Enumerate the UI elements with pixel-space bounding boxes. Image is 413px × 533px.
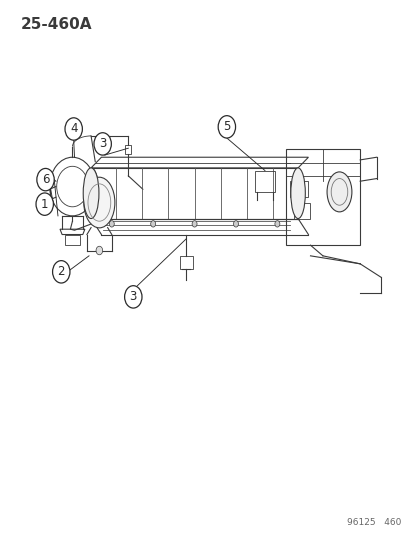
Text: 3: 3 — [129, 290, 137, 303]
Circle shape — [150, 221, 155, 227]
Circle shape — [233, 221, 238, 227]
Text: 6: 6 — [42, 173, 49, 186]
Text: 4: 4 — [70, 123, 77, 135]
Circle shape — [274, 221, 279, 227]
Ellipse shape — [326, 172, 351, 212]
Circle shape — [96, 246, 102, 255]
Circle shape — [124, 286, 142, 308]
Circle shape — [109, 221, 114, 227]
Circle shape — [36, 193, 53, 215]
Circle shape — [52, 261, 70, 283]
Ellipse shape — [290, 168, 304, 219]
Text: 1: 1 — [41, 198, 48, 211]
Ellipse shape — [83, 177, 114, 228]
Text: 25-460A: 25-460A — [21, 17, 92, 32]
Circle shape — [37, 168, 54, 191]
Text: 2: 2 — [57, 265, 65, 278]
Circle shape — [218, 116, 235, 138]
Circle shape — [94, 133, 111, 155]
Circle shape — [192, 221, 197, 227]
Text: 5: 5 — [223, 120, 230, 133]
Text: 3: 3 — [99, 138, 106, 150]
Circle shape — [65, 118, 82, 140]
Ellipse shape — [83, 168, 99, 219]
Text: 96125   460: 96125 460 — [347, 518, 401, 527]
